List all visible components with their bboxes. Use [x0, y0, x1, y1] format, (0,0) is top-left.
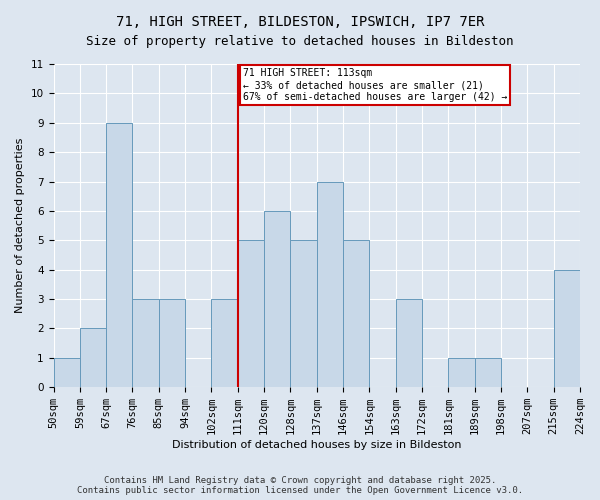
Text: Size of property relative to detached houses in Bildeston: Size of property relative to detached ho… [86, 35, 514, 48]
Bar [290, 240, 317, 387]
Text: 71, HIGH STREET, BILDESTON, IPSWICH, IP7 7ER: 71, HIGH STREET, BILDESTON, IPSWICH, IP7… [116, 15, 484, 29]
Bar [448, 358, 475, 387]
Y-axis label: Number of detached properties: Number of detached properties [15, 138, 25, 314]
Bar [475, 358, 501, 387]
Bar [264, 211, 290, 387]
Text: 71 HIGH STREET: 113sqm
← 33% of detached houses are smaller (21)
67% of semi-det: 71 HIGH STREET: 113sqm ← 33% of detached… [243, 68, 508, 102]
Bar [106, 123, 133, 387]
Bar [238, 240, 264, 387]
Bar [211, 299, 238, 387]
Bar [396, 299, 422, 387]
Bar [133, 299, 159, 387]
Bar [159, 299, 185, 387]
Bar [343, 240, 370, 387]
Bar [554, 270, 580, 387]
Bar [53, 358, 80, 387]
Bar [317, 182, 343, 387]
X-axis label: Distribution of detached houses by size in Bildeston: Distribution of detached houses by size … [172, 440, 461, 450]
Bar [80, 328, 106, 387]
Text: Contains HM Land Registry data © Crown copyright and database right 2025.
Contai: Contains HM Land Registry data © Crown c… [77, 476, 523, 495]
